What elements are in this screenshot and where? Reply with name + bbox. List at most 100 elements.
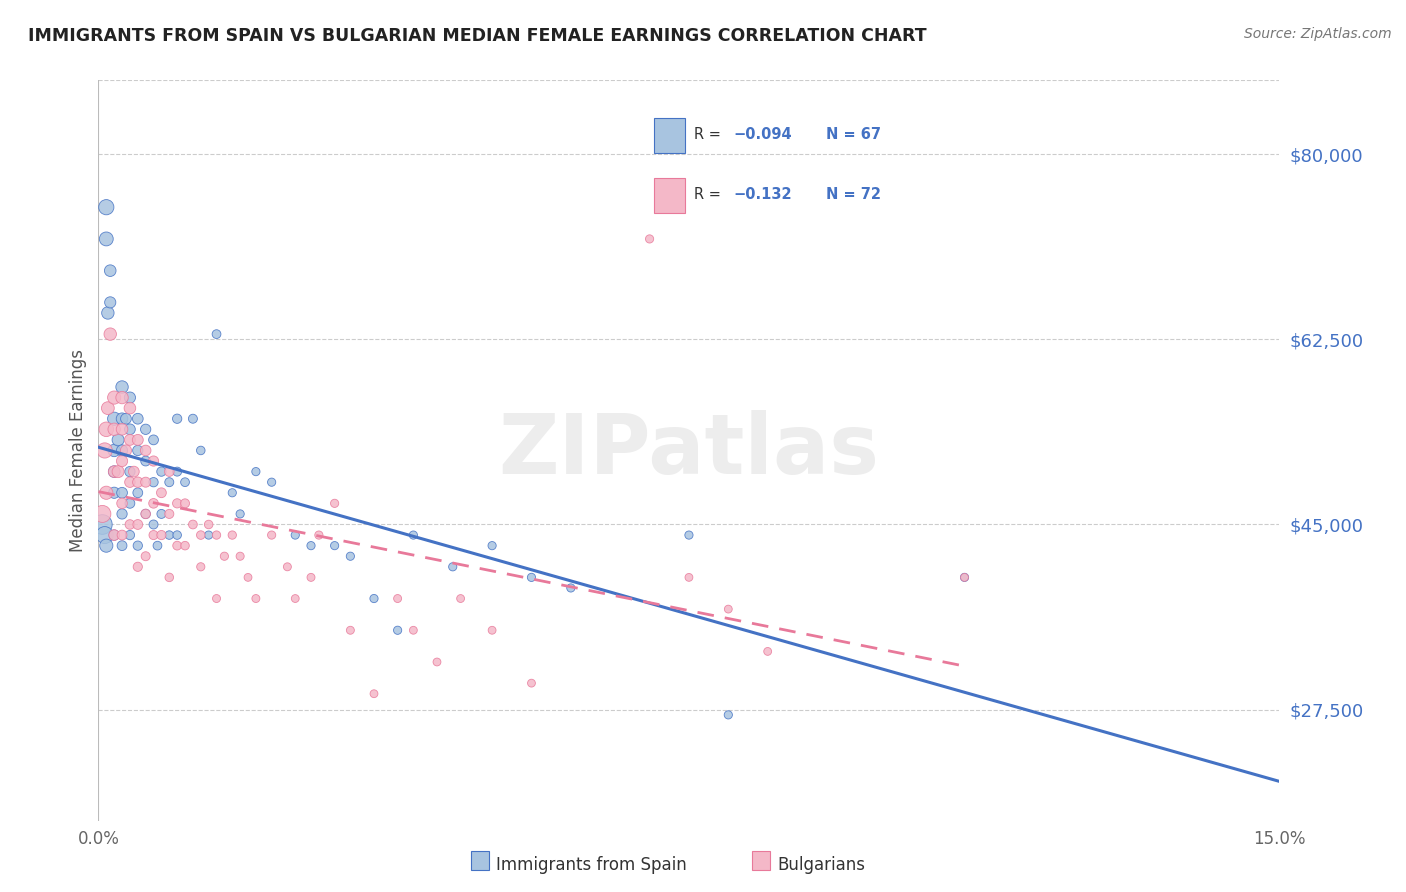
Point [717,707,740,722]
Point [157,475,180,490]
Point [103,528,125,542]
Point [111,391,134,405]
Point [221,528,243,542]
Point [142,475,165,490]
Point [118,433,141,447]
Point [135,549,157,564]
Point [181,411,204,425]
Point [426,655,449,669]
Point [481,624,503,638]
Point [678,528,700,542]
Point [91,517,114,532]
Text: IMMIGRANTS FROM SPAIN VS BULGARIAN MEDIAN FEMALE EARNINGS CORRELATION CHART: IMMIGRANTS FROM SPAIN VS BULGARIAN MEDIA… [28,27,927,45]
Point [402,624,425,638]
Point [98,295,121,310]
Point [638,232,661,246]
Point [236,570,259,584]
Point [717,602,740,616]
Point [276,559,298,574]
Point [111,485,134,500]
Point [190,559,212,574]
Y-axis label: Median Female Earnings: Median Female Earnings [69,349,87,552]
Point [166,496,188,510]
Point [111,443,134,458]
Point [103,411,125,425]
Point [142,454,165,468]
Point [98,327,121,342]
Text: Source: ZipAtlas.com: Source: ZipAtlas.com [1244,27,1392,41]
Text: ZIPatlas: ZIPatlas [499,410,879,491]
Point [174,496,197,510]
Point [127,485,149,500]
Point [387,624,409,638]
Point [127,433,149,447]
Point [229,507,252,521]
Point [953,570,976,584]
Point [135,454,157,468]
Point [118,422,141,436]
Point [205,591,228,606]
Point [441,559,464,574]
Point [107,465,129,479]
Point [284,591,307,606]
Point [111,528,134,542]
Point [323,496,346,510]
Point [245,591,267,606]
Point [111,507,134,521]
Point [111,539,134,553]
Point [190,528,212,542]
Point [91,507,114,521]
Point [97,401,120,416]
Point [205,327,228,342]
Point [450,591,472,606]
Point [197,517,219,532]
Point [111,411,134,425]
Point [115,443,138,458]
Point [166,528,188,542]
Point [339,549,361,564]
Point [387,591,409,606]
Point [142,517,165,532]
Point [146,539,169,553]
Point [756,644,779,658]
Point [260,475,283,490]
Point [98,263,121,277]
Point [135,507,157,521]
Point [103,528,125,542]
Point [323,539,346,553]
Point [135,507,157,521]
Point [142,433,165,447]
Point [118,528,141,542]
Point [103,465,125,479]
Point [122,465,145,479]
Point [181,517,204,532]
Point [166,539,188,553]
Point [299,570,322,584]
Point [560,581,582,595]
Point [93,528,115,542]
Point [205,528,228,542]
Point [127,411,149,425]
Point [142,496,165,510]
Point [190,443,212,458]
Point [118,517,141,532]
Point [135,422,157,436]
Point [221,485,243,500]
Point [103,485,125,500]
Point [166,465,188,479]
Point [953,570,976,584]
Point [150,485,173,500]
Point [127,539,149,553]
Point [402,528,425,542]
Point [107,433,129,447]
Point [174,539,197,553]
Point [245,465,267,479]
Point [93,443,115,458]
Point [520,676,543,690]
Point [127,559,149,574]
Point [115,411,138,425]
Point [166,411,188,425]
Point [284,528,307,542]
Point [157,507,180,521]
Point [150,465,173,479]
